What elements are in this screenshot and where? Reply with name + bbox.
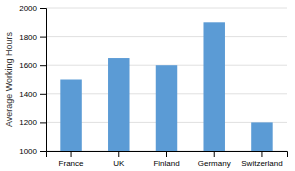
y-tick: 1800 xyxy=(19,33,46,42)
y-tick: 1400 xyxy=(19,90,46,99)
y-axis: 1000 1200 1400 1600 1800 2000 xyxy=(19,4,46,156)
y-tick-mark xyxy=(40,151,46,152)
y-tick-label: 1600 xyxy=(19,61,37,70)
x-tick-mark xyxy=(261,151,262,157)
y-tick: 1200 xyxy=(19,118,46,127)
x-tick-mark xyxy=(166,151,167,157)
x-tick: Finland xyxy=(153,151,179,168)
bar xyxy=(156,65,177,151)
y-tick: 1600 xyxy=(19,61,46,70)
x-tick-label: UK xyxy=(113,159,125,168)
y-tick-label: 1000 xyxy=(19,147,37,156)
bar xyxy=(60,80,81,152)
chart: 1000 1200 1400 1600 1800 2000 France UK Finland G… xyxy=(0,0,295,171)
y-tick-mark xyxy=(40,94,46,95)
x-tick: Switzerland xyxy=(241,151,282,168)
y-tick-mark xyxy=(40,8,46,9)
bar xyxy=(203,22,224,151)
y-axis-line xyxy=(40,9,47,152)
x-tick-label: Finland xyxy=(153,159,179,168)
y-tick: 2000 xyxy=(19,4,46,13)
y-tick-label: 1800 xyxy=(19,33,37,42)
y-tick-mark xyxy=(40,37,46,38)
x-tick-mark xyxy=(118,151,119,157)
x-tick: Germany xyxy=(198,151,231,168)
y-tick-label: 1400 xyxy=(19,90,37,99)
plot: 1000 1200 1400 1600 1800 2000 France UK Finland G… xyxy=(19,4,287,168)
x-tick: UK xyxy=(113,151,125,168)
x-axis: France UK Finland Germany Switzerland xyxy=(47,151,288,168)
x-tick-label: Germany xyxy=(198,159,231,168)
x-tick-label: Switzerland xyxy=(241,159,282,168)
y-tick-mark xyxy=(40,122,46,123)
x-tick-label: France xyxy=(59,159,84,168)
x-tick-mark xyxy=(71,151,72,157)
grid xyxy=(46,8,287,151)
y-tick-label: 2000 xyxy=(19,4,37,13)
bar xyxy=(108,58,129,151)
y-tick: 1000 xyxy=(19,147,46,156)
y-axis-title: Average Working Hours xyxy=(4,31,14,127)
grid-line xyxy=(46,8,287,9)
x-axis-line xyxy=(47,152,288,158)
y-tick-label: 1200 xyxy=(19,118,37,127)
bar xyxy=(251,122,272,151)
x-tick: France xyxy=(59,151,84,168)
bars xyxy=(60,22,272,151)
grid-line xyxy=(46,36,287,37)
x-tick-mark xyxy=(214,151,215,157)
y-tick-mark xyxy=(40,65,46,66)
